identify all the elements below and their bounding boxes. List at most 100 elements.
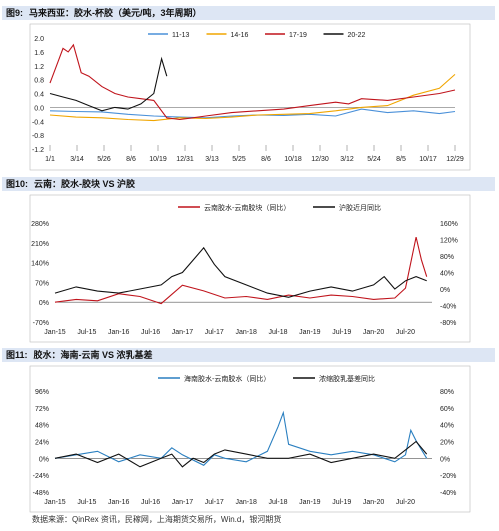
y-tick-label: 1.2 [34, 64, 44, 71]
y-left-tick-label: 70% [35, 280, 49, 287]
y-tick-label: 2.0 [34, 36, 44, 43]
legend-label-1: 14-16 [231, 32, 249, 39]
x-tick-label: Jul-16 [141, 329, 160, 336]
figure-10-title: 图10: 云南：胶水-胶块 VS 沪胶 [2, 177, 495, 191]
legend-label-0: 11-13 [172, 32, 189, 39]
series-line-0 [54, 236, 428, 305]
x-tick-label: Jul-15 [77, 499, 96, 506]
y-tick-label: 0.8 [34, 78, 44, 85]
x-tick-label: Jul-16 [141, 499, 160, 506]
x-tick-label: Jan-19 [299, 499, 321, 506]
x-tick-label: Jan-18 [235, 499, 257, 506]
y-right-tick-label: -20% [440, 473, 456, 480]
series-line-1 [54, 440, 428, 468]
y-right-tick-label: 120% [440, 238, 458, 245]
x-tick-label: Jul-15 [77, 329, 96, 336]
legend-label-0: 云南胶水-云南胶块（同比） [204, 203, 290, 212]
figure-11-title-text: 胶水：海南-云南 VS 浓乳基差 [33, 350, 153, 360]
legend-label-1: 沪胶近月同比 [339, 203, 381, 212]
x-tick-label: 5/26 [97, 156, 111, 163]
figure-9-title-text: 马来西亚：胶水-杯胶（美元/吨，3年周期） [29, 8, 202, 18]
y-right-tick-label: 40% [440, 423, 454, 430]
y-right-tick-label: 60% [440, 406, 454, 413]
y-left-tick-label: 140% [31, 261, 49, 268]
x-tick-label: 10/18 [284, 156, 302, 163]
series-line-0 [49, 108, 456, 119]
y-left-tick-label: 24% [35, 440, 49, 447]
x-tick-label: Jan-17 [172, 499, 194, 506]
x-tick-label: 10/19 [149, 156, 167, 163]
x-tick-label: 12/29 [446, 156, 464, 163]
y-left-tick-label: 72% [35, 406, 49, 413]
y-right-tick-label: 80% [440, 254, 454, 261]
x-tick-label: 5/25 [232, 156, 246, 163]
x-tick-label: Jan-15 [44, 499, 66, 506]
y-right-tick-label: 0% [440, 287, 450, 294]
x-tick-label: 1/1 [45, 156, 55, 163]
y-tick-label: -1.2 [32, 147, 44, 154]
x-tick-label: Jan-17 [172, 329, 194, 336]
y-left-tick-label: 48% [35, 423, 49, 430]
legend-label-0: 海南胶水-云南胶水（同比） [184, 374, 270, 383]
y-left-tick-label: 210% [31, 241, 49, 248]
figure-11-title: 图11: 胶水：海南-云南 VS 浓乳基差 [2, 348, 495, 362]
x-tick-label: 5/24 [367, 156, 381, 163]
x-tick-label: Jan-16 [108, 329, 130, 336]
y-right-tick-label: -80% [440, 320, 456, 327]
series-line-3 [49, 56, 168, 112]
series-line-1 [54, 246, 427, 298]
x-tick-label: 10/17 [419, 156, 437, 163]
y-tick-label: -0.4 [32, 119, 44, 126]
source-note: 数据来源：QinRex 资讯，民稼网，上海期货交易所，Win.d，银河期货 [32, 515, 282, 524]
x-tick-label: 3/14 [70, 156, 84, 163]
y-left-tick-label: -24% [33, 473, 49, 480]
x-tick-label: Jan-18 [235, 329, 257, 336]
y-tick-label: -0.8 [32, 133, 44, 140]
y-left-tick-label: -70% [33, 320, 49, 327]
y-right-tick-label: 20% [440, 440, 454, 447]
x-tick-label: Jan-19 [299, 329, 321, 336]
figure-11-number: 图11: [6, 350, 28, 360]
legend-label-2: 17-19 [289, 32, 307, 39]
x-tick-label: Jul-18 [268, 499, 287, 506]
plot-frame [29, 23, 471, 171]
figure-9-number: 图9: [6, 8, 24, 18]
x-tick-label: Jan-20 [363, 499, 385, 506]
x-tick-label: Jul-19 [332, 499, 351, 506]
series-line-2 [49, 43, 456, 121]
x-tick-label: Jul-17 [205, 329, 224, 336]
plot-frame [29, 194, 471, 343]
x-tick-label: 12/31 [176, 156, 194, 163]
figure-10-chart: 云南胶水-云南胶块（同比） 沪胶近月同比 280% 210% 140% 70% 0% -70%… [29, 194, 471, 343]
x-tick-label: 8/6 [261, 156, 271, 163]
x-tick-label: 3/13 [205, 156, 219, 163]
x-tick-label: Jan-15 [44, 329, 66, 336]
y-right-tick-label: 0% [440, 456, 450, 463]
x-tick-label: Jul-20 [396, 329, 415, 336]
x-tick-label: 8/5 [396, 156, 406, 163]
x-tick-label: Jan-16 [108, 499, 130, 506]
figure-11-chart: 海南胶水-云南胶水（同比） 浓缩胶乳基差同比 96% 72% 48% 24% 0% -24% -… [29, 365, 471, 513]
legend-label-3: 20-22 [348, 32, 366, 39]
y-left-tick-label: 280% [31, 221, 49, 228]
series-line-0 [54, 410, 428, 466]
y-tick-label: 0.4 [34, 92, 44, 99]
figure-9-title: 图9: 马来西亚：胶水-杯胶（美元/吨，3年周期） [2, 6, 495, 20]
figure-10-number: 图10: [6, 179, 29, 189]
y-right-tick-label: -40% [440, 490, 456, 497]
y-right-tick-label: 80% [440, 389, 454, 396]
y-left-tick-label: 0% [39, 456, 49, 463]
x-tick-label: Jul-17 [205, 499, 224, 506]
y-tick-label: 1.6 [34, 50, 44, 57]
y-right-tick-label: 40% [440, 271, 454, 278]
y-right-tick-label: 160% [440, 221, 458, 228]
x-tick-label: Jul-19 [332, 329, 351, 336]
y-right-tick-label: -40% [440, 304, 456, 311]
series-line-1 [49, 73, 456, 122]
plot-frame [29, 365, 471, 513]
x-tick-label: Jul-18 [268, 329, 287, 336]
figure-10-title-text: 云南：胶水-胶块 VS 沪胶 [34, 179, 136, 189]
x-tick-label: Jan-20 [363, 329, 385, 336]
legend-label-1: 浓缩胶乳基差同比 [319, 374, 375, 383]
x-tick-label: 3/12 [340, 156, 354, 163]
